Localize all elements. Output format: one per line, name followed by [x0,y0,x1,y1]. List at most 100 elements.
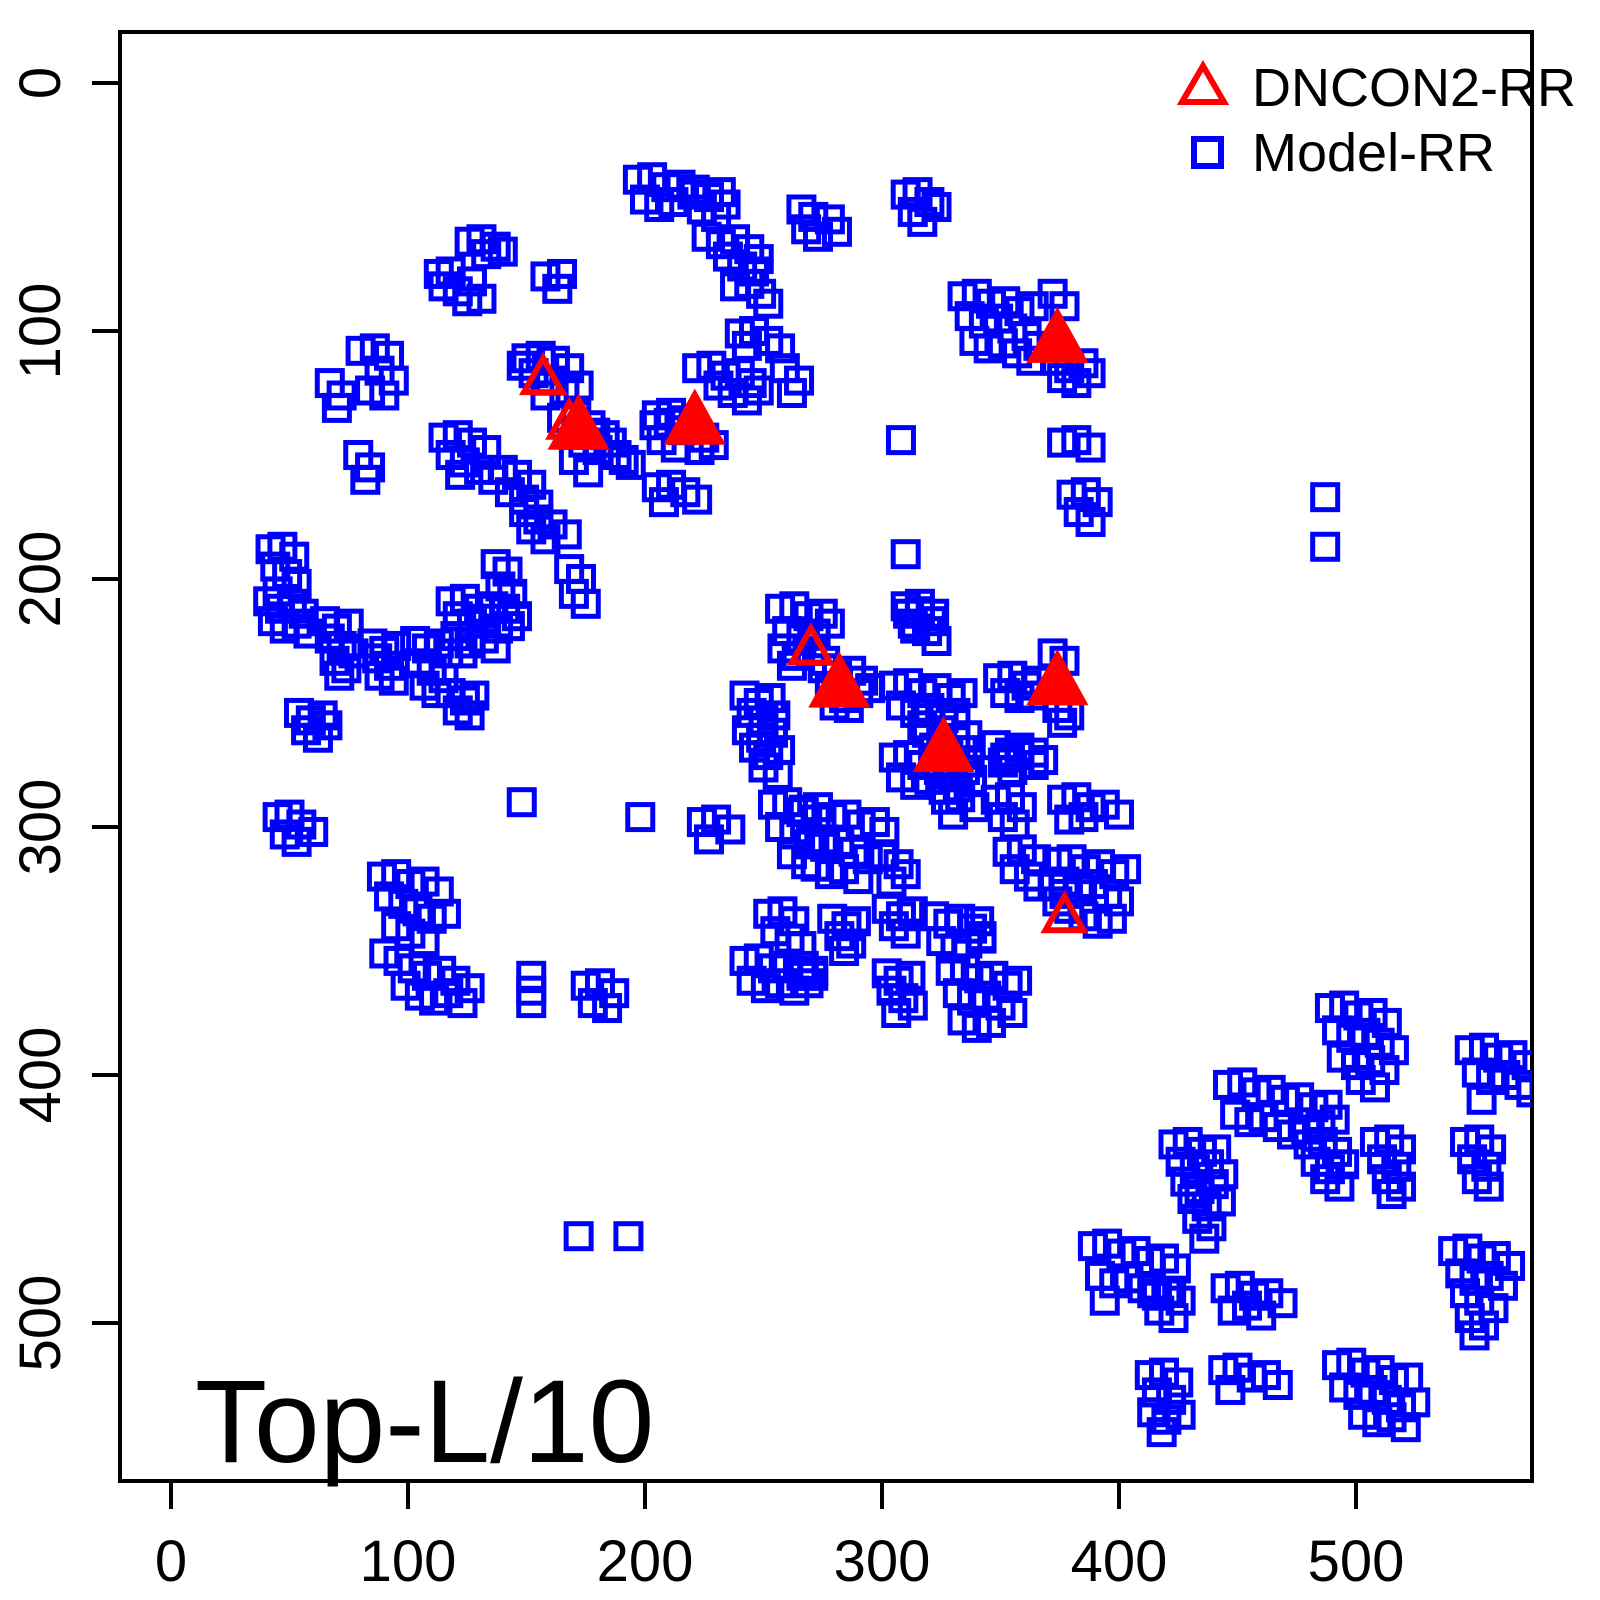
x-axis-tick-label: 300 [834,1529,931,1594]
plot-border [118,30,1534,1483]
model-rr-point [829,936,860,966]
model-rr-point [551,519,582,550]
y-axis-tick-label: 200 [8,531,73,628]
model-rr-point [1146,1417,1177,1448]
model-rr-point [881,998,912,1028]
model-rr-point [1476,1134,1507,1165]
model-rr-point [447,638,478,669]
model-rr-point [445,459,476,490]
model-rr-point [466,283,497,314]
model-rr-point [1165,1285,1196,1316]
model-rr-point [615,449,646,480]
model-rr-point [807,824,838,855]
model-rr-point [710,189,741,220]
model-rr-point [743,375,774,406]
model-rr-point [890,539,921,570]
model-rr-point [947,678,978,709]
model-rr-point [298,816,329,847]
model-rr-point [890,918,921,949]
model-rr-point [1075,506,1106,537]
model-rr-point [430,898,461,929]
legend-label-model: Model-RR [1252,123,1495,183]
model-rr-point [1158,1303,1189,1334]
model-rr-point [765,333,796,364]
model-rr-point [914,187,945,218]
x-axis-tick-label: 400 [1071,1529,1168,1594]
model-rr-point [1310,482,1341,513]
model-rr-point [883,849,914,880]
model-rr-point [324,660,355,691]
model-rr-point [1160,1253,1191,1284]
model-rr-point [776,378,807,408]
model-rr-point [1111,854,1142,885]
model-rr-point [1189,1223,1220,1254]
model-rr-point [1082,487,1113,518]
x-axis-tick-label: 500 [1308,1529,1405,1594]
model-rr-point [821,216,852,247]
model-rr-point [1390,1412,1421,1443]
model-rr-point [573,457,604,488]
model-rr-point [1386,1134,1417,1165]
model-rr-point [807,598,838,629]
model-rr-point [1386,1171,1417,1202]
model-rr-point [1018,750,1049,780]
model-rr-point [494,611,525,642]
x-axis-tick-label: 100 [360,1529,457,1594]
model-rr-point [1459,1320,1490,1351]
dncon2-rr-point [808,651,871,708]
model-rr-point [1049,878,1080,909]
dncon2-rr-point [547,393,610,450]
model-rr-point [331,653,362,684]
model-rr-point [1089,1285,1120,1316]
model-rr-point [1104,799,1134,830]
dncon2-rr-point [518,351,568,396]
x-axis-tick-label: 0 [155,1529,187,1594]
model-rr-point [530,380,561,411]
legend-label-dncon2: DNCON2-RR [1252,58,1576,118]
model-rr-point [682,484,713,515]
model-rr-point [1002,965,1033,996]
model-rr-point [1324,1171,1355,1202]
model-rr-point [1468,1310,1499,1341]
model-rr-point [1165,1399,1196,1430]
model-rr-point [1359,1072,1390,1103]
dncon2-rr-point [1040,890,1089,934]
model-rr-point [1075,432,1106,463]
model-rr-point [563,1221,594,1252]
model-rr-point [997,998,1028,1028]
y-axis-tick-label: 0 [8,67,73,99]
dncon2-rr-point [1026,648,1089,706]
legend-square-icon [1191,136,1224,169]
model-rr-point [1075,358,1106,389]
model-rr-point [592,993,623,1024]
model-rr-point [321,392,352,423]
model-rr-point [693,824,724,855]
model-rr-point [312,710,343,741]
y-axis-tick-label: 300 [8,779,73,876]
model-rr-point [779,975,810,1006]
model-rr-point [1104,886,1134,917]
dncon2-rr-point [1026,306,1089,363]
model-rr-point [281,826,312,857]
dncon2-rr-point [663,388,726,445]
model-rr-point [1466,1084,1497,1115]
model-rr-point [1473,1171,1504,1202]
model-rr-point [1495,1250,1526,1281]
model-rr-point [859,807,890,838]
model-rr-point [506,350,537,381]
model-rr-point [625,802,656,833]
model-rr-point [836,928,867,959]
data-points [253,162,1532,1448]
model-rr-point [734,234,765,265]
model-rr-point [1163,1367,1194,1398]
model-rr-point [487,236,518,267]
dncon2-rr-point [786,622,836,666]
model-rr-point [1376,1179,1407,1210]
model-rr-point [378,665,409,696]
model-rr-point [1215,1374,1246,1405]
model-rr-point [350,464,381,495]
model-rr-point [1028,745,1059,776]
model-rr-point [1096,903,1127,934]
